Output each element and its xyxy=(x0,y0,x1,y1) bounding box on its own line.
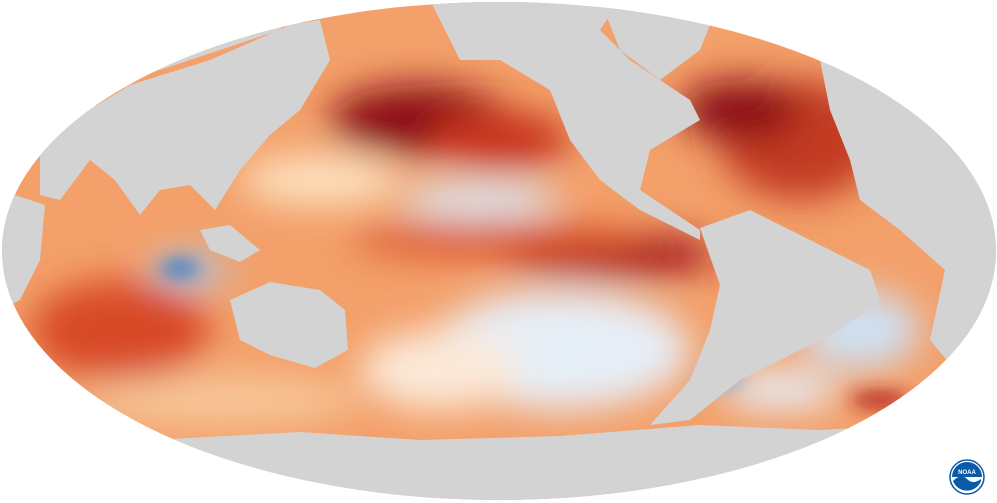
africa xyxy=(2,190,45,310)
svg-text:NOAA: NOAA xyxy=(958,470,976,476)
south-america xyxy=(650,210,880,425)
europe-africa xyxy=(820,60,996,420)
north-america xyxy=(430,2,700,240)
australia xyxy=(230,282,348,368)
maritime-continent xyxy=(200,225,260,262)
asia xyxy=(40,20,330,215)
anomaly-field xyxy=(30,80,920,425)
noaa-logo: NOAA xyxy=(949,459,985,495)
